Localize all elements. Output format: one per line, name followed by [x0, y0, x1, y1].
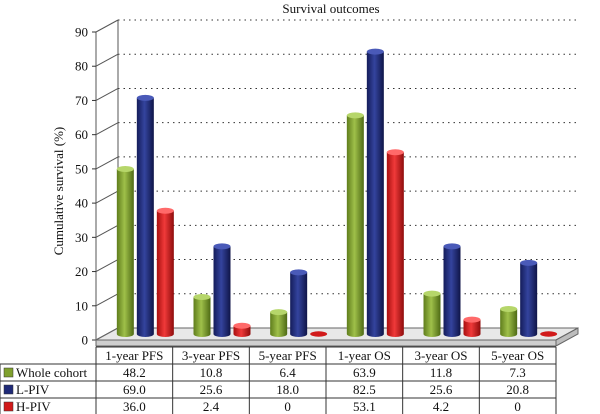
y-tick-label: 0 — [82, 333, 89, 348]
bar — [540, 331, 558, 337]
y-tick-label: 60 — [75, 127, 88, 142]
y-tick-label: 40 — [75, 196, 88, 211]
bar-top — [366, 48, 384, 55]
bar — [136, 97, 154, 337]
bar-top — [193, 294, 211, 301]
bar-top — [156, 207, 174, 214]
data-label: 20.8 — [506, 382, 529, 397]
chart-title: Survival outcomes — [282, 1, 379, 16]
bar — [213, 246, 231, 337]
data-label: 82.5 — [353, 382, 376, 397]
gridline-side — [95, 88, 119, 101]
data-label: 7.3 — [510, 365, 526, 380]
data-table: 1-year PFS 3-year PFS 5-year PFS 1-year OS 3… — [0, 346, 557, 414]
gridline-side — [95, 156, 119, 170]
y-tick-label: 80 — [75, 59, 88, 74]
bar-top — [233, 322, 251, 329]
bar — [366, 51, 384, 338]
gridline-side — [95, 293, 119, 307]
bar — [463, 319, 481, 337]
y-tick-label: 30 — [75, 230, 88, 245]
y-tick-label: 10 — [75, 298, 88, 313]
data-label: 10.8 — [200, 365, 223, 380]
bar — [310, 331, 328, 337]
gridline-side — [95, 190, 119, 204]
bar — [386, 152, 404, 337]
bar — [520, 262, 538, 337]
y-tick-label: 50 — [75, 161, 88, 176]
bar — [423, 293, 441, 337]
gridline-side — [95, 259, 119, 272]
data-label: 11.8 — [430, 365, 452, 380]
category-label: 1-year PFS — [105, 348, 163, 363]
legend-swatch — [3, 384, 14, 395]
bar-top — [346, 112, 364, 119]
data-label: 25.6 — [200, 382, 223, 397]
bar — [156, 210, 174, 337]
category-label: 1-year OS — [338, 348, 391, 363]
bar — [500, 309, 518, 337]
bar-top — [500, 306, 518, 313]
data-label: 53.1 — [353, 399, 376, 414]
data-label: 6.4 — [280, 365, 297, 380]
data-label: 63.9 — [353, 365, 376, 380]
gridline-side — [95, 122, 119, 136]
bar-top — [386, 149, 404, 156]
data-label: 4.2 — [433, 399, 449, 414]
bar — [116, 169, 134, 337]
data-label: 0 — [284, 399, 291, 414]
legend-swatch — [3, 367, 14, 378]
legend-label: H-PIV — [16, 399, 51, 414]
category-label: 3-year PFS — [182, 348, 240, 363]
floor-front — [95, 339, 557, 347]
bar — [346, 115, 364, 337]
bar-top — [136, 94, 154, 101]
floor-side — [555, 327, 579, 347]
data-label: 25.6 — [430, 382, 453, 397]
data-label: 0 — [514, 399, 521, 414]
gridline-side — [95, 19, 119, 33]
bar-top — [463, 316, 481, 323]
bar — [233, 325, 251, 337]
gridlines — [95, 19, 578, 341]
side-wall — [95, 20, 119, 341]
y-tick-label: 90 — [75, 25, 88, 40]
gridline-side — [95, 224, 119, 238]
data-label: 48.2 — [123, 365, 146, 380]
legend-swatch — [3, 401, 14, 412]
bar — [270, 312, 288, 337]
data-label: 36.0 — [123, 399, 146, 414]
category-label: 5-year PFS — [259, 348, 317, 363]
bar — [443, 246, 461, 337]
bars — [116, 48, 558, 338]
bar-top — [270, 309, 288, 316]
bar — [290, 272, 308, 337]
category-label: 3-year OS — [414, 348, 467, 363]
data-label: 2.4 — [203, 399, 220, 414]
category-label: 5-year OS — [491, 348, 544, 363]
bar-top — [116, 166, 134, 173]
legend-label: L-PIV — [16, 382, 50, 397]
bar-top — [423, 290, 441, 297]
gridline-side — [95, 53, 119, 67]
bar-top — [520, 259, 538, 266]
y-axis-label: Cumulative survival (%) — [51, 127, 66, 256]
y-axis: 0 10 20 30 40 50 60 70 80 90 — [75, 20, 119, 348]
bar-top — [443, 243, 461, 250]
data-label: 69.0 — [123, 382, 146, 397]
bar-top — [213, 243, 231, 250]
bar — [193, 297, 211, 337]
y-tick-label: 20 — [75, 264, 88, 279]
legend-label: Whole cohort — [16, 365, 88, 380]
y-tick-label: 70 — [75, 93, 88, 108]
bar-top — [290, 269, 308, 276]
data-label: 18.0 — [276, 382, 299, 397]
